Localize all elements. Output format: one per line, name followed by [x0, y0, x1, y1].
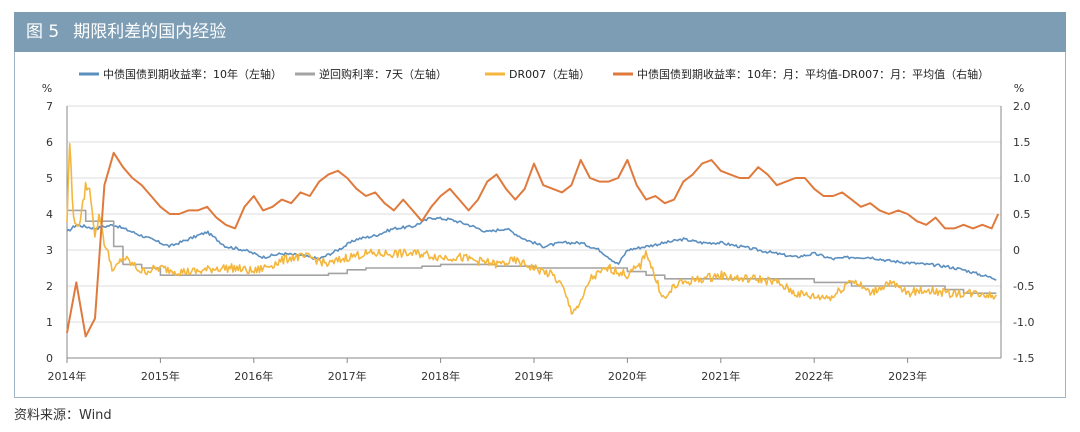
- x-tick-label: 2017年: [328, 369, 367, 383]
- right-tick-label: -1.5: [1013, 352, 1034, 365]
- source-note: 资料来源：Wind: [14, 408, 112, 423]
- legend-label-3: DR007（左轴）: [509, 67, 590, 81]
- series-line-1: [66, 216, 997, 281]
- legend-label-1: 中债国债到期收益率：10年（左轴）: [103, 67, 282, 81]
- left-tick-label: 4: [46, 208, 53, 221]
- left-tick-label: 3: [46, 244, 53, 257]
- right-tick-label: -1.0: [1013, 316, 1034, 329]
- series-line-4: [66, 151, 1000, 338]
- right-axis-unit: %: [1014, 82, 1024, 95]
- figure-number: 图 5: [26, 22, 60, 42]
- right-tick-label: 0: [1013, 244, 1020, 257]
- axes: 0 -1.5 1 -1.0 2 -0.5 3 0 4 0.5 5 1.0 6 1.5 7 2.0% % 2014年…: [42, 82, 1035, 383]
- right-tick-label: 1.0: [1013, 172, 1031, 185]
- figure-title: 期限利差的国内经验: [73, 22, 227, 42]
- x-tick-label: 2014年: [48, 369, 87, 383]
- left-tick-label: 0: [46, 352, 53, 365]
- figure-title-bar: 图 5 期限利差的国内经验: [14, 12, 1066, 52]
- x-tick-label: 2016年: [234, 369, 273, 383]
- legend-label-2: 逆回购利率：7天（左轴）: [319, 67, 447, 81]
- left-axis-unit: %: [42, 82, 52, 95]
- left-tick-label: 6: [46, 136, 53, 149]
- series-line-2: [67, 209, 997, 294]
- x-tick-label: 2022年: [795, 369, 834, 383]
- x-tick-label: 2018年: [421, 369, 460, 383]
- right-tick-label: 1.5: [1013, 136, 1031, 149]
- x-tick-label: 2023年: [888, 369, 927, 383]
- x-tick-label: 2015年: [141, 369, 180, 383]
- x-tick-label: 2020年: [608, 369, 647, 383]
- chart-frame: 中债国债到期收益率：10年（左轴） 逆回购利率：7天（左轴） DR007（左轴） 中债…: [14, 52, 1066, 398]
- x-tick-label: 2021年: [701, 369, 740, 383]
- right-tick-label: -0.5: [1013, 280, 1034, 293]
- left-tick-label: 5: [46, 172, 53, 185]
- series-line-3: [66, 142, 997, 315]
- series-lines: [66, 142, 1000, 338]
- x-tick-label: 2019年: [515, 369, 554, 383]
- legend-label-4: 中债国债到期收益率：10年：月：平均值-DR007：月：平均值（右轴）: [637, 67, 989, 81]
- right-tick-label: 0.5: [1013, 208, 1031, 221]
- left-tick-label: 7: [46, 100, 53, 113]
- left-tick-label: 1: [46, 316, 53, 329]
- legend: 中债国债到期收益率：10年（左轴） 逆回购利率：7天（左轴） DR007（左轴） 中债…: [79, 67, 989, 81]
- left-tick-label: 2: [46, 280, 53, 293]
- line-chart: 中债国债到期收益率：10年（左轴） 逆回购利率：7天（左轴） DR007（左轴） 中债…: [42, 67, 1035, 383]
- right-tick-label: 2.0: [1013, 100, 1031, 113]
